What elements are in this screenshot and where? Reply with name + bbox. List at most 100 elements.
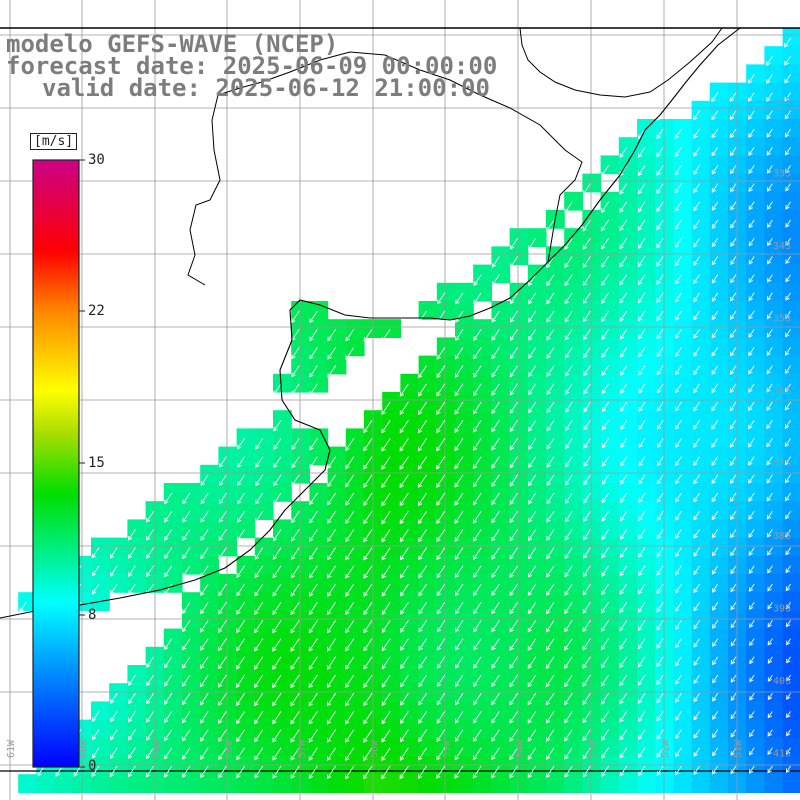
wind-cell	[782, 373, 800, 393]
wind-arrow	[767, 274, 773, 283]
wind-arrow	[749, 620, 755, 628]
wind-cell	[764, 264, 784, 284]
wind-arrow	[236, 620, 245, 634]
wind-cell	[764, 610, 784, 630]
wind-arrow	[674, 256, 682, 267]
wind-arrow	[182, 729, 191, 742]
wind-arrow	[693, 601, 700, 612]
wind-arrow	[601, 747, 609, 759]
wind-arrow	[436, 656, 446, 669]
wind-arrow	[656, 401, 664, 412]
wind-cell	[491, 610, 511, 630]
wind-arrow	[363, 565, 373, 579]
wind-cell	[473, 464, 492, 484]
wind-arrow	[327, 565, 336, 579]
wind-cell	[600, 319, 620, 338]
wind-arrow	[345, 692, 355, 707]
wind-cell	[127, 537, 147, 557]
wind-arrow	[400, 620, 409, 633]
wind-cell	[382, 574, 401, 593]
wind-cell	[491, 592, 511, 611]
wind-cell	[618, 737, 638, 757]
wind-cell	[764, 355, 784, 375]
wind-cell	[582, 464, 602, 484]
wind-arrow	[273, 474, 282, 487]
wind-cell	[691, 337, 711, 357]
wind-cell	[309, 756, 329, 775]
wind-arrow	[712, 692, 719, 702]
wind-cell	[546, 282, 565, 302]
longitude-label: 51W	[733, 739, 744, 758]
wind-cell	[764, 683, 784, 702]
wind-arrow	[254, 765, 264, 779]
wind-cell	[746, 737, 765, 757]
wind-arrow	[786, 620, 791, 628]
wind-cell	[655, 719, 674, 739]
wind-cell	[691, 464, 711, 484]
wind-arrow	[200, 692, 209, 706]
wind-arrow	[290, 729, 300, 743]
wind-cell	[746, 719, 765, 739]
wind-cell	[637, 501, 656, 520]
wind-arrow	[237, 492, 245, 505]
wind-arrow	[182, 529, 191, 541]
wind-cell	[382, 428, 401, 448]
wind-arrow	[730, 201, 737, 211]
wind-cell	[691, 610, 711, 630]
wind-cell	[382, 446, 401, 466]
wind-arrow	[693, 529, 700, 539]
wind-cell	[673, 774, 693, 793]
wind-arrow	[656, 747, 664, 758]
wind-cell	[509, 355, 529, 375]
wind-arrow	[92, 583, 100, 595]
wind-arrow	[399, 383, 409, 397]
wind-arrow	[363, 729, 373, 743]
wind-arrow	[619, 146, 628, 158]
wind-cell	[527, 701, 547, 721]
wind-arrow	[399, 419, 409, 434]
wind-arrow	[509, 365, 518, 378]
wind-arrow	[272, 729, 282, 743]
wind-cell	[673, 392, 693, 411]
wind-arrow	[509, 747, 518, 761]
wind-cell	[655, 483, 674, 502]
wind-cell	[673, 665, 693, 684]
wind-cell	[491, 301, 511, 320]
wind-arrow	[749, 747, 755, 756]
wind-cell	[382, 501, 401, 520]
wind-cell	[327, 319, 347, 338]
wind-arrow	[675, 620, 682, 631]
wind-arrow	[327, 638, 336, 652]
wind-arrow	[399, 456, 409, 470]
wind-arrow	[200, 674, 209, 688]
wind-cell	[127, 665, 147, 684]
wind-arrow	[327, 456, 336, 469]
colorbar-tick-label: 15	[88, 455, 105, 471]
wind-cell	[782, 646, 800, 666]
wind-cell	[673, 137, 693, 156]
wind-cell	[309, 537, 329, 557]
wind-arrow	[785, 583, 791, 592]
wind-cell	[273, 592, 292, 611]
wind-cell	[691, 282, 711, 302]
wind-cell	[127, 737, 147, 757]
wind-arrow	[619, 674, 628, 687]
wind-arrow	[546, 747, 555, 760]
wind-cell	[546, 319, 565, 338]
wind-cell	[600, 155, 620, 175]
wind-cell	[400, 646, 420, 666]
wind-arrow	[693, 510, 700, 521]
wind-arrow	[601, 583, 609, 596]
wind-arrow	[546, 456, 555, 468]
wind-arrow	[619, 219, 628, 232]
wind-arrow	[564, 638, 573, 651]
wind-arrow	[784, 110, 791, 120]
wind-arrow	[200, 529, 209, 541]
wind-cell	[218, 519, 238, 539]
wind-arrow	[711, 383, 719, 394]
wind-arrow	[363, 656, 373, 670]
wind-cell	[509, 555, 529, 575]
wind-arrow	[164, 674, 173, 687]
wind-cell	[600, 701, 620, 721]
